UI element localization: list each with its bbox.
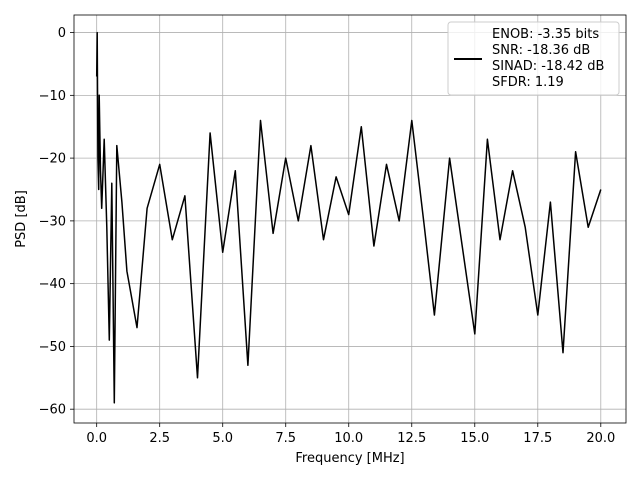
y-tick-label: −40	[39, 277, 66, 292]
legend-line-enob: ENOB: -3.35 bits	[492, 27, 599, 42]
x-tick-label: 17.5	[523, 431, 552, 446]
y-axis-label: PSD [dB]	[14, 190, 29, 248]
axis-ticks: 0.0 2.5 5.0 7.5 10.0 12.5 15.0 17.5 20.0 0 −10 −20 −…	[39, 26, 616, 446]
legend-line-sinad: SINAD: -18.42 dB	[492, 59, 604, 74]
y-tick-label: −50	[39, 340, 66, 355]
legend-box	[447, 21, 620, 96]
y-tick-label: 0	[58, 26, 66, 41]
y-tick-label: −10	[39, 89, 66, 104]
x-tick-label: 10.0	[334, 431, 363, 446]
legend-line-sfdr: SFDR: 1.19	[492, 75, 564, 90]
x-tick-label: 20.0	[586, 431, 615, 446]
plot-area	[95, 31, 602, 404]
x-tick-label: 15.0	[460, 431, 489, 446]
legend-line-snr: SNR: -18.36 dB	[492, 43, 590, 58]
legend: ENOB: -3.35 bits SNR: -18.36 dB SINAD: -…	[447, 21, 620, 96]
y-tick-label: −30	[39, 214, 66, 229]
psd-series-line	[95, 31, 602, 404]
x-tick-label: 2.5	[149, 431, 170, 446]
y-tick-label: −20	[39, 152, 66, 167]
x-tick-label: 12.5	[397, 431, 426, 446]
y-tick-label: −60	[39, 403, 66, 418]
x-axis-label: Frequency [MHz]	[295, 451, 404, 466]
axes-frame	[73, 14, 627, 424]
x-tick-label: 5.0	[212, 431, 233, 446]
x-tick-label: 7.5	[275, 431, 296, 446]
x-tick-label: 0.0	[86, 431, 107, 446]
